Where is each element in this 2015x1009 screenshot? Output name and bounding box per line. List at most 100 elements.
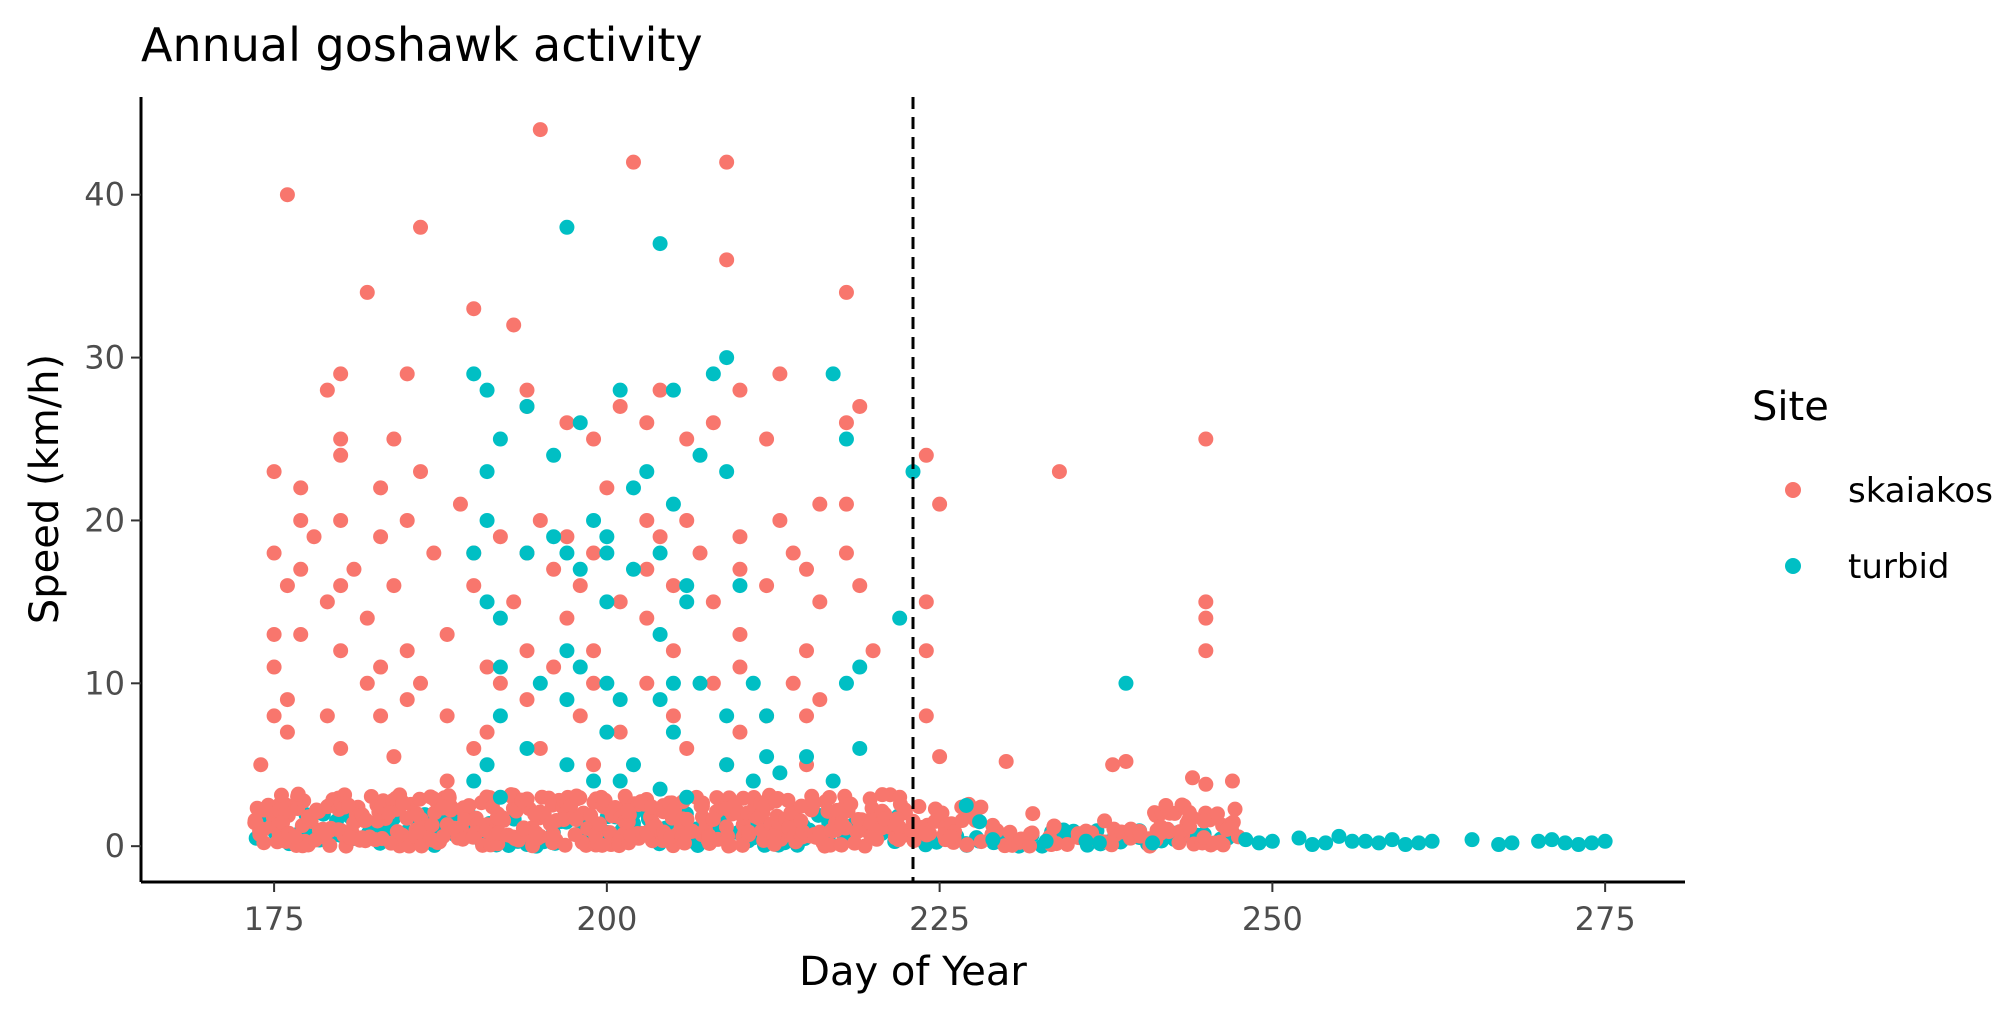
point-skaiakos [256,835,272,851]
point-skaiakos [918,708,934,724]
legend-label-turbid: turbid [1848,547,1949,587]
point-skaiakos [932,749,948,765]
point-skaiakos [567,827,583,843]
point-skaiakos [998,753,1014,769]
point-turbid [679,578,695,594]
point-skaiakos [494,810,510,826]
point-skaiakos [557,837,573,853]
point-turbid [572,659,588,675]
point-turbid [1424,833,1440,849]
point-skaiakos [466,301,482,317]
point-turbid [1238,832,1254,848]
point-skaiakos [532,122,548,138]
y-axis-label: Speed (km/h) [22,354,68,624]
point-turbid [572,415,588,431]
point-skaiakos [1185,770,1201,786]
point-skaiakos [719,154,735,170]
point-skaiakos [354,830,370,846]
point-skaiakos [849,824,865,840]
x-tick-label: 175 [244,900,305,938]
point-skaiakos [424,817,440,833]
point-skaiakos [373,708,389,724]
point-skaiakos [1051,464,1067,480]
point-turbid [1397,837,1413,853]
point-skaiakos [591,816,607,832]
point-skaiakos [766,836,782,852]
point-skaiakos [413,675,429,691]
point-skaiakos [466,740,482,756]
point-turbid [705,366,721,382]
point-turbid [1358,833,1374,849]
point-skaiakos [466,578,482,594]
point-turbid [466,773,482,789]
point-skaiakos [918,643,934,659]
point-turbid [1531,833,1547,849]
point-skaiakos [852,578,868,594]
point-turbid [492,431,508,447]
point-turbid [732,578,748,594]
point-skaiakos [843,796,859,812]
point-skaiakos [383,835,399,851]
point-skaiakos [425,790,441,806]
point-turbid [479,512,495,528]
point-turbid [492,610,508,626]
point-skaiakos [625,154,641,170]
point-skaiakos [722,837,738,853]
point-skaiakos [821,790,837,806]
legend-title: Site [1752,384,1829,430]
point-skaiakos [359,284,375,300]
point-skaiakos [1160,821,1176,837]
point-skaiakos [1118,753,1134,769]
point-skaiakos [639,610,655,626]
point-turbid [599,675,615,691]
point-skaiakos [772,512,788,528]
point-skaiakos [586,431,602,447]
point-skaiakos [346,561,362,577]
point-skaiakos [612,398,628,414]
legend-key-turbid [1785,558,1801,574]
y-tick-label: 20 [84,501,125,539]
point-skaiakos [342,829,358,845]
point-skaiakos [386,578,402,594]
point-skaiakos [806,795,822,811]
point-skaiakos [492,529,508,545]
point-skaiakos [701,829,717,845]
point-turbid [679,594,695,610]
point-skaiakos [569,791,585,807]
point-skaiakos [799,643,815,659]
point-skaiakos [692,545,708,561]
point-turbid [838,675,854,691]
point-skaiakos [266,545,282,561]
point-skaiakos [838,284,854,300]
point-skaiakos [559,415,575,431]
point-turbid [466,366,482,382]
point-skaiakos [399,512,415,528]
point-skaiakos [1198,431,1214,447]
point-skaiakos [386,749,402,765]
point-skaiakos [519,643,535,659]
point-skaiakos [639,512,655,528]
point-turbid [1145,835,1161,851]
point-skaiakos [1025,806,1041,822]
point-turbid [599,724,615,740]
point-skaiakos [586,757,602,773]
point-skaiakos [1198,643,1214,659]
point-skaiakos [732,529,748,545]
point-skaiakos [542,816,558,832]
x-ticks: 175 200 225 250 275 [244,882,1636,938]
point-skaiakos [892,789,908,805]
point-skaiakos [319,382,335,398]
point-turbid [692,675,708,691]
point-turbid [745,773,761,789]
point-skaiakos [439,773,455,789]
point-skaiakos [395,796,411,812]
point-skaiakos [793,813,809,829]
point-turbid [759,708,775,724]
point-turbid [1371,835,1387,851]
point-skaiakos [594,837,610,853]
point-skaiakos [1059,836,1075,852]
point-turbid [492,708,508,724]
x-tick-label: 200 [576,900,637,938]
point-skaiakos [785,545,801,561]
